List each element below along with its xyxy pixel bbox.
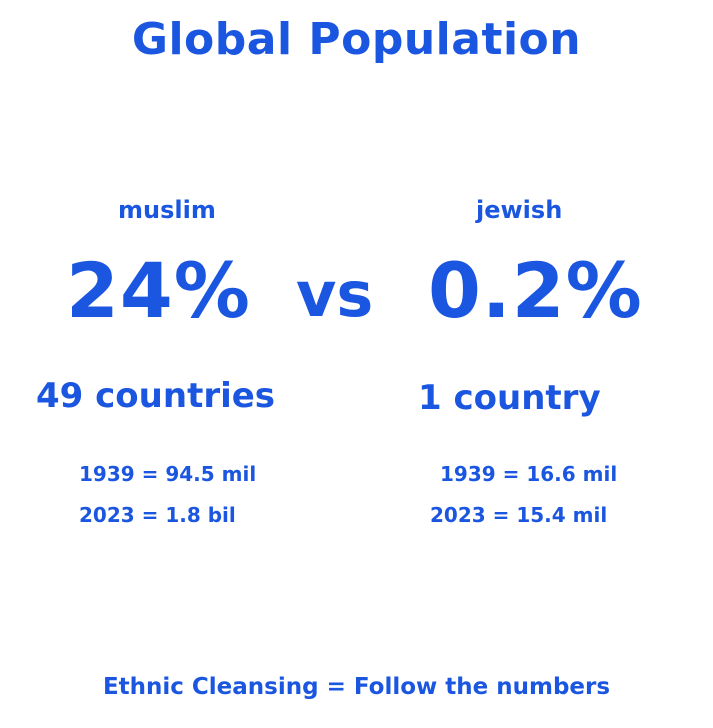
left-stat-1939: 1939 = 94.5 mil bbox=[79, 462, 257, 486]
right-stat-2023: 2023 = 15.4 mil bbox=[430, 503, 608, 527]
vs-label: vs bbox=[296, 258, 374, 331]
page-title: Global Population bbox=[131, 14, 582, 65]
right-group-label: jewish bbox=[476, 196, 563, 224]
right-countries: 1 country bbox=[418, 378, 601, 418]
left-countries: 49 countries bbox=[36, 376, 276, 416]
footer-caption: Ethnic Cleansing = Follow the numbers bbox=[102, 674, 611, 700]
right-stat-1939: 1939 = 16.6 mil bbox=[440, 462, 618, 486]
left-stat-2023: 2023 = 1.8 bil bbox=[79, 503, 236, 527]
left-percent: 24% bbox=[66, 246, 251, 335]
left-group-label: muslim bbox=[118, 196, 216, 224]
right-percent: 0.2% bbox=[428, 246, 643, 335]
